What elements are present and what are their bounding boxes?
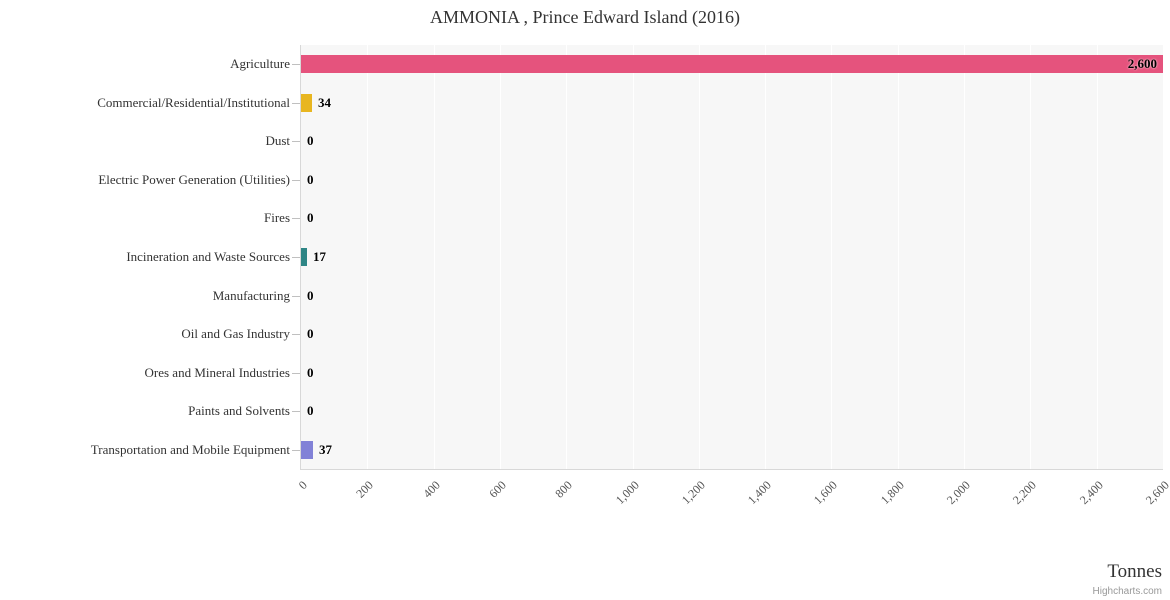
x-tick-label: 800 — [552, 478, 575, 501]
x-axis-labels: 0 200 400 600 800 1,000 1,200 1,400 1,600 1,800 2,… — [296, 470, 1170, 550]
value-label: 0 — [307, 403, 314, 418]
x-tick-label: 2,000 — [943, 478, 973, 507]
category-label: Ores and Mineral Industries — [144, 365, 291, 380]
category-label: Incineration and Waste Sources — [126, 249, 290, 264]
category-tick — [292, 411, 300, 412]
gridline — [633, 45, 634, 469]
category-label: Paints and Solvents — [188, 403, 290, 418]
x-tick-label: 1,800 — [877, 478, 907, 507]
x-axis-title: Tonnes — [1107, 561, 1162, 582]
category-tick — [292, 141, 300, 142]
gridline — [831, 45, 832, 469]
gridline — [367, 45, 368, 469]
x-tick-label: 1,000 — [612, 478, 642, 507]
category-label: Agriculture — [230, 56, 290, 71]
category-label: Fires — [264, 210, 290, 225]
x-tick-label: 1,600 — [810, 478, 840, 507]
bar-transportation-and-mobile-equipment[interactable] — [301, 441, 313, 459]
category-tick — [292, 373, 300, 374]
gridline — [898, 45, 899, 469]
x-tick-label: 600 — [486, 478, 509, 501]
category-label: Transportation and Mobile Equipment — [90, 442, 290, 457]
plot-area: 2,600 34 0 0 0 17 0 0 0 0 37 — [300, 45, 1164, 470]
x-tick-label: 2,400 — [1076, 478, 1106, 507]
bar-agriculture[interactable] — [301, 55, 1163, 73]
gridline — [1163, 45, 1164, 469]
category-tick — [292, 64, 300, 65]
category-label: Oil and Gas Industry — [181, 326, 290, 341]
x-tick-label: 2,600 — [1142, 478, 1170, 507]
category-tick — [292, 296, 300, 297]
value-label: 34 — [318, 95, 331, 110]
x-tick-label: 0 — [295, 478, 310, 493]
value-label: 0 — [307, 133, 314, 148]
value-label: 0 — [307, 365, 314, 380]
chart-title: AMMONIA , Prince Edward Island (2016) — [430, 7, 740, 27]
gridline — [964, 45, 965, 469]
gridline — [765, 45, 766, 469]
category-label: Commercial/Residential/Institutional — [97, 95, 290, 110]
category-axis: Agriculture Commercial/Residential/Instit… — [0, 45, 300, 469]
x-tick-label: 400 — [420, 478, 443, 501]
gridline — [699, 45, 700, 469]
x-tick-label: 1,400 — [744, 478, 774, 507]
category-label: Electric Power Generation (Utilities) — [98, 172, 290, 187]
category-tick — [292, 334, 300, 335]
gridline — [1030, 45, 1031, 469]
gridline — [500, 45, 501, 469]
highcharts-credit-link[interactable]: Highcharts.com — [1092, 586, 1162, 597]
x-tick-label: 1,200 — [678, 478, 708, 507]
value-label: 0 — [307, 210, 314, 225]
category-tick — [292, 450, 300, 451]
value-label: 37 — [319, 442, 332, 457]
gridline — [1097, 45, 1098, 469]
x-tick-label: 2,200 — [1009, 478, 1039, 507]
value-label: 2,600 — [1127, 56, 1157, 71]
category-tick — [292, 103, 300, 104]
category-tick — [292, 180, 300, 181]
value-label: 0 — [307, 288, 314, 303]
bar-incineration-and-waste-sources[interactable] — [301, 248, 307, 266]
category-label: Dust — [265, 133, 290, 148]
gridline — [434, 45, 435, 469]
bar-commercial-residential-institutional[interactable] — [301, 94, 312, 112]
x-tick-label: 200 — [353, 478, 376, 501]
gridline — [566, 45, 567, 469]
category-tick — [292, 218, 300, 219]
category-label: Manufacturing — [212, 288, 290, 303]
value-label: 17 — [313, 249, 326, 264]
category-tick — [292, 257, 300, 258]
value-label: 0 — [307, 326, 314, 341]
value-label: 0 — [307, 172, 314, 187]
